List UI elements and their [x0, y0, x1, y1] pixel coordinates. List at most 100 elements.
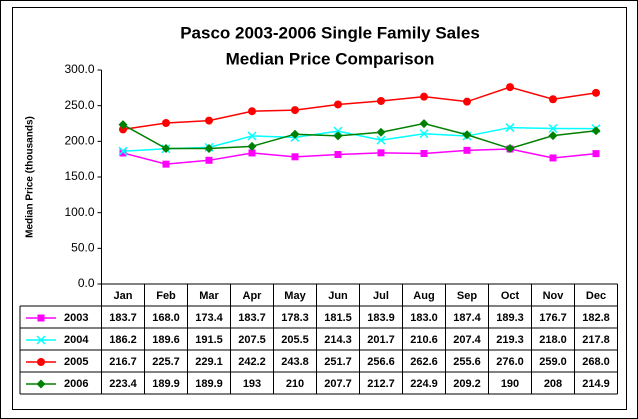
table-value: 182.8: [582, 312, 610, 324]
table-value: 243.8: [281, 356, 309, 368]
series-line: [122, 126, 597, 152]
marker: [333, 126, 343, 136]
table-value: 242.2: [238, 356, 266, 368]
table-value: 208: [544, 378, 562, 390]
marker: [592, 150, 600, 158]
table-value: 216.7: [109, 356, 137, 368]
table-value: 189.3: [496, 312, 524, 324]
marker: [463, 97, 471, 106]
marker: [248, 149, 256, 157]
marker: [36, 379, 46, 389]
y-tick-label: 150.0: [64, 169, 94, 183]
table-value: 223.4: [109, 378, 137, 390]
y-tick-label: 250.0: [64, 98, 94, 112]
y-tick-label: 200.0: [64, 134, 94, 148]
table-value: 268.0: [582, 356, 610, 368]
series-line: [122, 86, 597, 131]
table-value: 205.5: [281, 334, 309, 346]
marker: [462, 130, 472, 140]
marker: [420, 92, 428, 101]
marker: [548, 123, 558, 134]
x-tick-label: May: [284, 290, 306, 302]
table-value: 187.4: [453, 312, 481, 324]
table-value: 217.8: [582, 334, 610, 346]
x-tick-label: Sep: [457, 290, 477, 302]
y-tick-label: 0.0: [78, 276, 95, 290]
marker: [463, 146, 471, 154]
table-value: 276.0: [496, 356, 524, 368]
marker: [204, 144, 214, 154]
table-value: 207.5: [238, 334, 266, 346]
table-value: 210.6: [410, 334, 438, 346]
table-value: 191.5: [195, 334, 223, 346]
marker: [376, 127, 386, 137]
marker: [119, 149, 127, 157]
table-value: 209.2: [453, 378, 481, 390]
marker: [377, 149, 385, 157]
marker: [36, 335, 46, 345]
chart-title: Median Price Comparison: [226, 49, 435, 68]
marker: [506, 83, 514, 92]
table-value: 181.5: [324, 312, 352, 324]
marker: [376, 135, 386, 145]
marker: [419, 129, 429, 139]
table-value: 219.3: [496, 334, 524, 346]
chart-border: [12, 7, 627, 410]
table-value: 214.3: [324, 334, 352, 346]
y-tick-label: 300.0: [64, 62, 94, 76]
table-value: 168.0: [152, 312, 180, 324]
marker: [247, 141, 257, 151]
table-value: 207.4: [453, 334, 481, 346]
table-value: 214.9: [582, 378, 610, 390]
y-axis-label: Median Price (thousands): [25, 116, 36, 238]
table-value: 259.0: [539, 356, 567, 368]
marker: [505, 123, 515, 133]
marker: [290, 129, 300, 139]
marker: [291, 106, 299, 115]
table-value: 207.7: [324, 378, 352, 390]
x-tick-label: Aug: [413, 290, 434, 302]
legend-label: 2003: [64, 312, 88, 324]
marker: [548, 131, 558, 141]
x-tick-label: Jun: [328, 290, 348, 302]
marker: [162, 119, 170, 128]
marker: [205, 116, 213, 125]
table-value: 183.7: [109, 312, 137, 324]
marker: [549, 95, 557, 104]
chart-title: Pasco 2003-2006 Single Family Sales: [180, 23, 480, 42]
marker: [334, 100, 342, 109]
table-value: 178.3: [281, 312, 309, 324]
series-line: [122, 148, 597, 165]
x-tick-label: Oct: [501, 290, 520, 302]
legend-label: 2006: [64, 378, 88, 390]
marker: [291, 153, 299, 161]
table-value: 173.4: [195, 312, 223, 324]
marker: [591, 126, 601, 136]
table-value: 262.6: [410, 356, 438, 368]
table-value: 186.2: [109, 334, 137, 346]
table-value: 189.9: [152, 378, 180, 390]
marker: [334, 151, 342, 159]
x-tick-label: Nov: [543, 290, 565, 302]
table-value: 210: [286, 378, 304, 390]
marker: [333, 131, 343, 141]
marker: [420, 149, 428, 157]
marker: [118, 120, 128, 130]
series-line: [122, 122, 597, 150]
table-value: 229.1: [195, 356, 223, 368]
legend-label: 2004: [64, 334, 89, 346]
table-value: 183.7: [238, 312, 266, 324]
x-tick-label: Jan: [114, 290, 133, 302]
marker: [162, 160, 170, 168]
table-value: 183.9: [367, 312, 395, 324]
y-tick-label: 50.0: [71, 241, 95, 255]
marker: [505, 143, 515, 153]
marker: [37, 314, 45, 322]
marker: [118, 146, 128, 156]
table-value: 224.9: [410, 378, 438, 390]
marker: [205, 156, 213, 164]
table-value: 183.0: [410, 312, 438, 324]
table-value: 176.7: [539, 312, 567, 324]
marker: [119, 125, 127, 134]
x-tick-label: Feb: [156, 290, 176, 302]
